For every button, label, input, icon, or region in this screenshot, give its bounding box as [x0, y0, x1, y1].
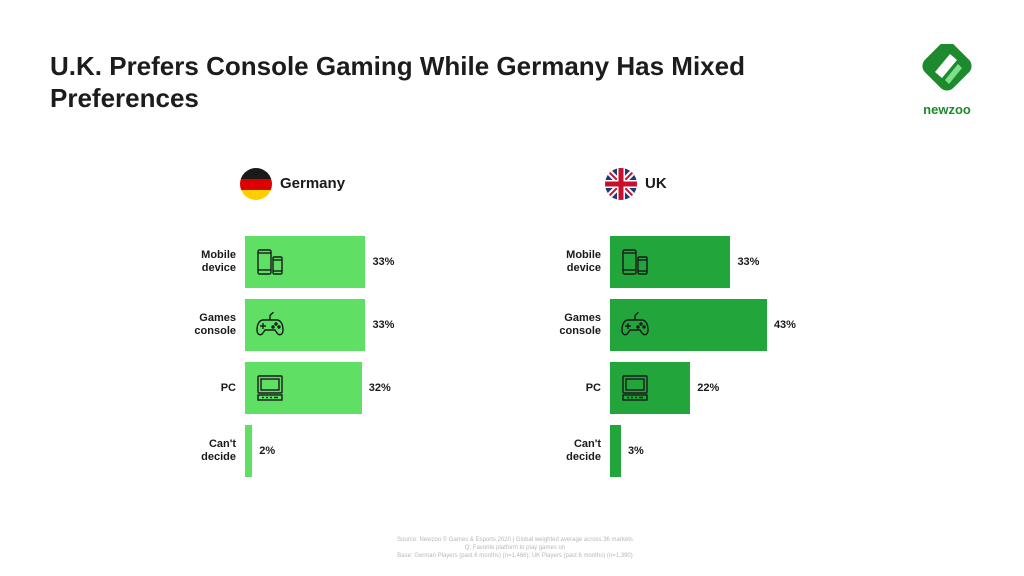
- category-label-line: device: [201, 262, 236, 274]
- uk-row: PC 22%: [545, 362, 905, 414]
- germany-flag-icon: [240, 168, 272, 200]
- pc-icon: [255, 374, 285, 402]
- germany-row: Games console 33%: [180, 299, 540, 351]
- germany-bar: [245, 236, 366, 288]
- germany-row: Mobile device 33%: [180, 236, 540, 288]
- source-line: Source: Newzoo © Games & Esports 2020 | …: [397, 537, 633, 543]
- uk-category-label: Can't decide: [545, 425, 601, 477]
- germany-row: PC 32%: [180, 362, 540, 414]
- category-label-line: Games: [199, 312, 236, 324]
- uk-bar: [610, 362, 691, 414]
- uk-value-label: 22%: [697, 382, 720, 394]
- category-label-line: Can't: [573, 438, 601, 450]
- source-note: Source: Newzoo © Games & Esports 2020 | …: [350, 536, 680, 560]
- germany-category-label: Can't decide: [180, 425, 236, 477]
- uk-value-label: 3%: [627, 445, 644, 457]
- uk-bar: [610, 425, 621, 477]
- source-line: Q: Favorite platform to play games on: [464, 545, 566, 551]
- page-title: U.K. Prefers Console Gaming While German…: [50, 51, 745, 113]
- germany-value-label: 33%: [372, 256, 395, 268]
- category-label-line: PC: [585, 381, 601, 394]
- uk-value-label: 43%: [773, 319, 796, 331]
- category-label-line: Games: [564, 312, 601, 324]
- uk-bar: [610, 236, 731, 288]
- source-line: Base: German Players (past 6 months) (n=…: [397, 553, 633, 559]
- category-label-line: device: [566, 262, 601, 274]
- uk-row: Mobile device 33%: [545, 236, 905, 288]
- germany-value-label: 32%: [368, 382, 391, 394]
- uk-bar: [610, 299, 767, 351]
- germany-value-label: 33%: [372, 319, 395, 331]
- germany-chart: Germany Mobile device 33% Games console 33% PC…: [194, 166, 570, 496]
- newzoo-logo: newzoo: [912, 41, 982, 124]
- germany-label: Germany: [280, 175, 346, 192]
- uk-flag-icon: [605, 168, 637, 200]
- uk-row: Games console 43%: [545, 299, 905, 351]
- germany-bar: [245, 299, 366, 351]
- germany-category-label: Mobile device: [180, 236, 236, 288]
- pc-icon: [620, 374, 650, 402]
- gamepad-icon: [255, 311, 285, 339]
- uk-label: UK: [645, 175, 667, 192]
- mobile-device-icon: [620, 248, 650, 276]
- uk-category-label: PC: [545, 362, 601, 414]
- mobile-device-icon: [255, 248, 285, 276]
- germany-row: Can't decide 2%: [180, 425, 540, 477]
- uk-category-label: Games console: [545, 299, 601, 351]
- category-label-line: Can't: [208, 438, 236, 450]
- uk-category-label: Mobile device: [545, 236, 601, 288]
- newzoo-logo-icon: [922, 41, 972, 91]
- germany-category-label: PC: [180, 362, 236, 414]
- germany-bar: [245, 425, 253, 477]
- category-label-line: PC: [220, 381, 236, 394]
- gamepad-icon: [620, 311, 650, 339]
- germany-bar: [245, 362, 362, 414]
- category-label-line: console: [559, 325, 601, 337]
- germany-category-label: Games console: [180, 299, 236, 351]
- uk-chart: UK Mobile device 33% Games console 43% PC 22% Ca…: [559, 166, 935, 496]
- germany-value-label: 2%: [259, 445, 276, 457]
- category-label-line: console: [194, 325, 236, 337]
- category-label-line: Mobile: [566, 249, 601, 261]
- logo-wordmark: newzoo: [923, 102, 971, 117]
- uk-value-label: 33%: [737, 256, 760, 268]
- category-label-line: decide: [566, 451, 601, 463]
- category-label-line: decide: [201, 451, 236, 463]
- uk-row: Can't decide 3%: [545, 425, 905, 477]
- category-label-line: Mobile: [201, 249, 236, 261]
